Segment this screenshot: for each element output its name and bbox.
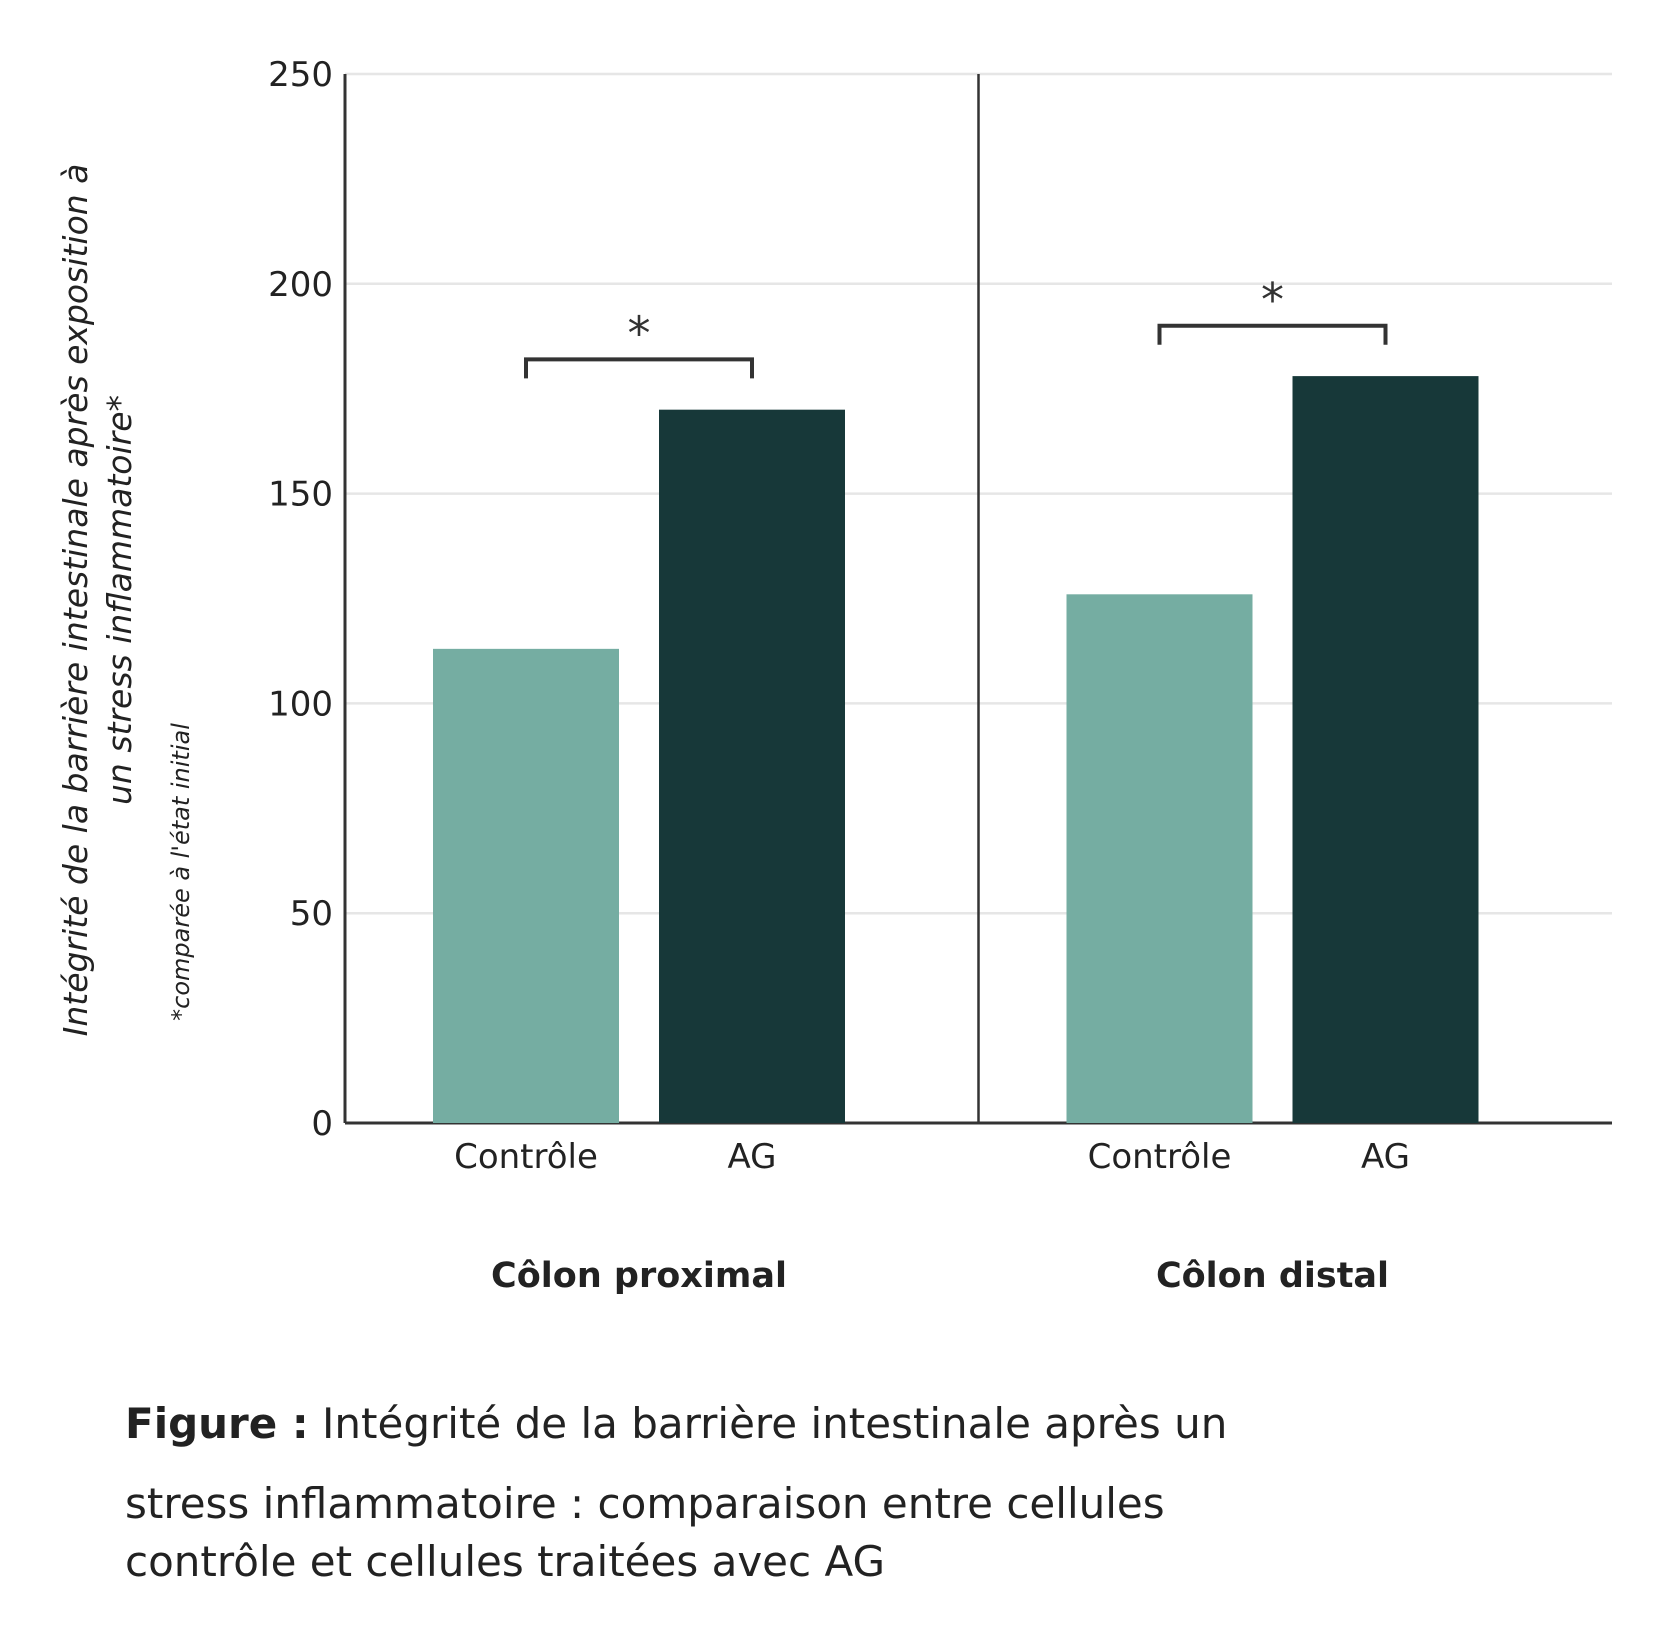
bar	[433, 648, 619, 1123]
caption-label: Figure :	[125, 1399, 309, 1448]
bar	[1292, 376, 1479, 1123]
y-tick-label: 200	[268, 265, 333, 305]
bar	[1066, 594, 1253, 1123]
caption-line-1: Intégrité de la barrière intestinale apr…	[322, 1399, 1228, 1448]
caption-line-3: contrôle et cellules traitées avec AG	[125, 1537, 885, 1586]
panel-label: Côlon distal	[1156, 1256, 1389, 1296]
y-axis-title-line-2: un stress inflammatoire*	[100, 395, 139, 805]
significance-bracket	[1157, 323, 1388, 345]
x-tick-label: Contrôle	[1088, 1137, 1232, 1177]
y-axis-title-line-1: Intégrité de la barrière intestinale apr…	[56, 164, 95, 1037]
panel-label: Côlon proximal	[491, 1256, 787, 1296]
y-tick-label: 100	[268, 684, 333, 724]
y-tick-label: 0	[311, 1104, 333, 1144]
y-tick-label: 250	[268, 55, 333, 95]
significance-marker: *	[628, 306, 651, 360]
caption-line-2: stress inflammatoire : comparaison entre…	[125, 1479, 1165, 1528]
y-axis-note: *comparée à l'état initial	[167, 723, 195, 1021]
significance-marker: *	[1261, 273, 1284, 327]
x-tick-label: AG	[1361, 1137, 1410, 1177]
bar-chart: 0 50 100 150 200 250 Contrôle AG Côlon proximal *…	[56, 55, 1612, 1296]
significance-bracket	[524, 357, 754, 379]
bar	[659, 409, 845, 1123]
y-axis-title: Intégrité de la barrière intestinale apr…	[56, 164, 195, 1037]
y-tick-label: 50	[290, 894, 333, 934]
figure-caption: Figure : Intégrité de la barrière intest…	[125, 1395, 1275, 1591]
x-tick-label: AG	[727, 1137, 776, 1177]
y-tick-label: 150	[268, 475, 333, 515]
x-tick-label: Contrôle	[454, 1137, 598, 1177]
